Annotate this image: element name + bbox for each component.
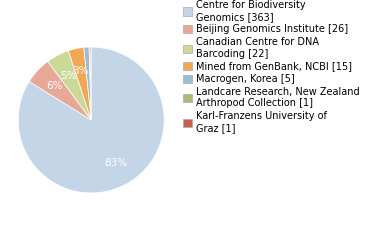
Legend: Centre for Biodiversity
Genomics [363], Beijing Genomics Institute [26], Canadia: Centre for Biodiversity Genomics [363], … <box>184 0 360 133</box>
Wedge shape <box>89 47 91 120</box>
Wedge shape <box>48 51 91 120</box>
Text: 3%: 3% <box>73 66 89 77</box>
Text: 5%: 5% <box>60 71 77 81</box>
Text: 83%: 83% <box>104 158 127 168</box>
Wedge shape <box>18 47 164 193</box>
Wedge shape <box>29 61 91 120</box>
Wedge shape <box>68 48 91 120</box>
Wedge shape <box>90 47 91 120</box>
Text: 6%: 6% <box>46 81 63 91</box>
Wedge shape <box>84 47 91 120</box>
